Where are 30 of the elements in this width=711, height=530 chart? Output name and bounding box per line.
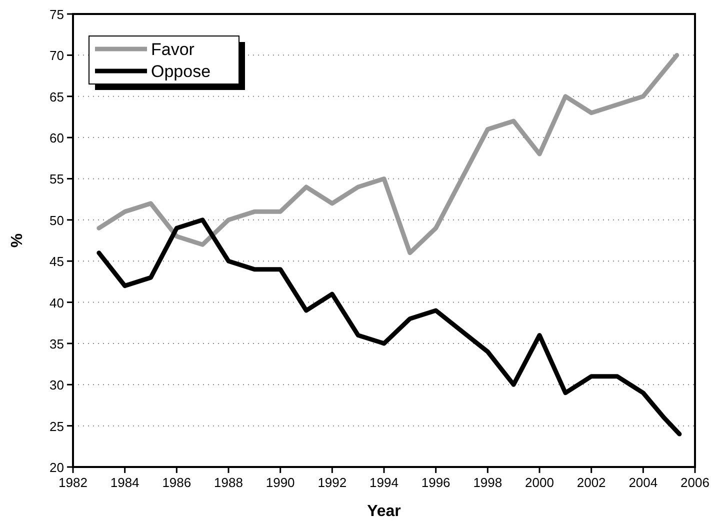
y-tick-label: 45 xyxy=(50,254,64,270)
x-axis-title: Year xyxy=(367,503,401,520)
x-tick-label: 1988 xyxy=(214,475,243,490)
y-tick-label: 75 xyxy=(50,7,64,22)
y-tick-label: 30 xyxy=(50,378,64,393)
x-tick-label: 2000 xyxy=(525,475,554,490)
x-tick-label: 1994 xyxy=(370,475,398,490)
y-tick-label: 40 xyxy=(50,295,64,310)
legend-label: Oppose xyxy=(151,62,211,81)
x-tick-label: 2006 xyxy=(680,475,710,490)
y-tick-label: 25 xyxy=(50,418,64,434)
y-tick-label: 50 xyxy=(50,212,64,228)
y-tick-label: 65 xyxy=(50,89,64,104)
y-tick-label: 70 xyxy=(50,48,64,64)
x-tick-label: 2004 xyxy=(628,475,658,490)
y-tick-label: 35 xyxy=(50,336,64,352)
x-tick-label: 1990 xyxy=(266,475,295,490)
x-tick-label: 1996 xyxy=(421,475,450,490)
y-tick-label: 20 xyxy=(50,460,64,475)
x-tick-label: 1984 xyxy=(110,475,140,490)
x-tick-label: 1998 xyxy=(473,475,502,490)
y-axis-title: % xyxy=(9,233,26,248)
line-series xyxy=(96,218,682,436)
y-tick-label: 55 xyxy=(50,172,64,187)
legend-label: Favor xyxy=(151,40,195,59)
x-tick-label: 1982 xyxy=(58,475,88,490)
x-tick-label: 1986 xyxy=(162,475,192,490)
y-tick-label: 60 xyxy=(50,130,64,146)
x-tick-label: 1992 xyxy=(318,475,347,490)
x-tick-label: 2002 xyxy=(576,475,606,490)
